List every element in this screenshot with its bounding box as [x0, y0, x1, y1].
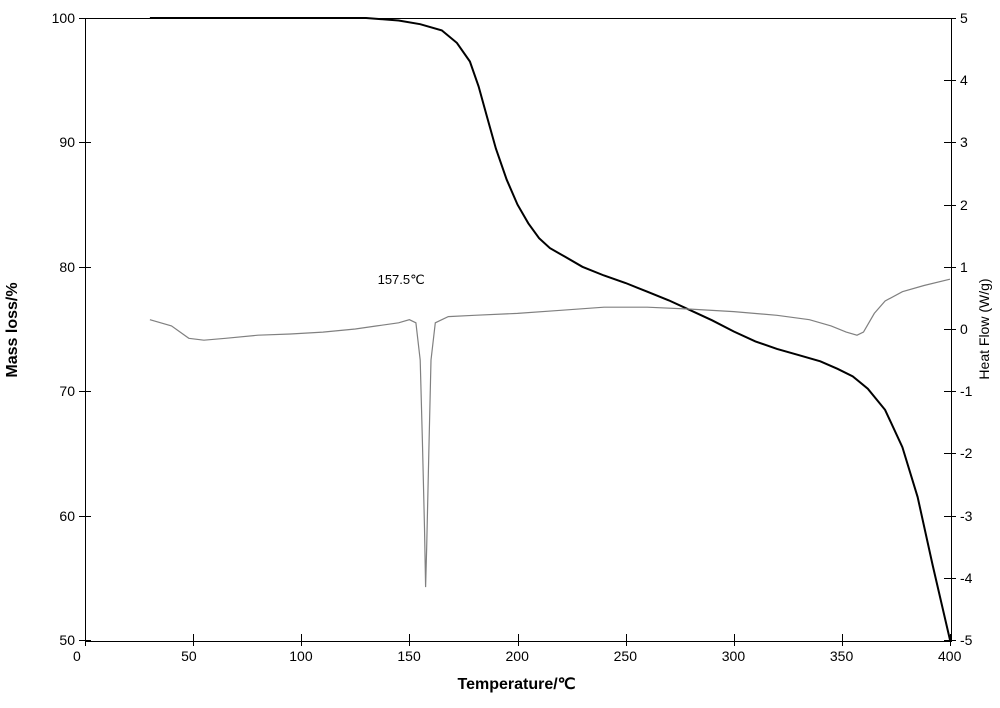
- y-right-tick-label: 2: [960, 197, 968, 213]
- y-left-tick-inner: [85, 142, 91, 143]
- y-right-tick-inner: [944, 80, 950, 81]
- y-right-tick: [950, 578, 956, 579]
- y-right-tick-label: 0: [960, 321, 968, 337]
- x-tick-label: 150: [397, 648, 420, 664]
- y-right-axis-label: Heat Flow (W/g): [976, 269, 992, 389]
- y-right-tick-inner: [944, 267, 950, 268]
- x-axis-label: Temperature/℃: [458, 674, 576, 694]
- x-tick-inner: [842, 634, 843, 640]
- x-tick-label: 300: [722, 648, 745, 664]
- y-right-tick: [950, 516, 956, 517]
- x-tick: [301, 640, 302, 646]
- y-left-tick-inner: [85, 516, 91, 517]
- x-tick-inner: [518, 634, 519, 640]
- chart-container: Temperature/℃ Mass loss/% Heat Flow (W/g…: [0, 0, 1000, 708]
- y-right-tick-label: -5: [960, 632, 972, 648]
- x-tick-label: 350: [830, 648, 853, 664]
- y-left-axis-label: Mass loss/%: [4, 280, 22, 380]
- y-right-tick: [950, 391, 956, 392]
- y-right-tick-inner: [944, 453, 950, 454]
- x-tick-label: 100: [289, 648, 312, 664]
- peak-annotation: 157.5℃: [378, 272, 425, 288]
- x-tick-inner: [626, 634, 627, 640]
- y-right-tick: [950, 205, 956, 206]
- x-tick: [734, 640, 735, 646]
- y-right-tick-inner: [944, 142, 950, 143]
- y-right-tick-inner: [944, 18, 950, 19]
- y-right-tick-label: 5: [960, 10, 968, 26]
- y-right-tick: [950, 18, 956, 19]
- y-right-tick: [950, 267, 956, 268]
- y-right-tick-label: 4: [960, 72, 968, 88]
- x-tick-inner: [409, 634, 410, 640]
- y-right-tick-label: -4: [960, 570, 972, 586]
- x-tick-inner: [193, 634, 194, 640]
- y-right-tick: [950, 142, 956, 143]
- y-right-tick-label: -1: [960, 383, 972, 399]
- x-tick: [409, 640, 410, 646]
- y-right-tick: [950, 80, 956, 81]
- y-right-tick-inner: [944, 391, 950, 392]
- x-tick-label: 200: [506, 648, 529, 664]
- y-left-tick-inner: [85, 267, 91, 268]
- chart-svg: [0, 0, 1000, 708]
- y-left-tick-inner: [85, 18, 91, 19]
- y-right-tick-inner: [944, 578, 950, 579]
- y-right-tick-label: 3: [960, 134, 968, 150]
- series-mass-loss: [150, 18, 950, 640]
- y-left-tick-label: 100: [52, 10, 75, 26]
- y-left-tick-inner: [85, 391, 91, 392]
- y-right-tick-label: -2: [960, 445, 972, 461]
- y-right-tick-inner: [944, 329, 950, 330]
- y-left-tick-label: 80: [59, 259, 75, 275]
- y-right-tick: [950, 329, 956, 330]
- x-tick-inner: [734, 634, 735, 640]
- series-heat-flow: [150, 279, 950, 587]
- x-tick-label: 0: [73, 648, 81, 664]
- y-left-tick-label: 90: [59, 134, 75, 150]
- y-right-tick-label: -3: [960, 508, 972, 524]
- y-right-tick-inner: [944, 640, 950, 641]
- y-left-tick-inner: [85, 640, 91, 641]
- x-tick: [518, 640, 519, 646]
- x-tick: [193, 640, 194, 646]
- y-left-tick-label: 70: [59, 383, 75, 399]
- y-right-tick: [950, 453, 956, 454]
- y-right-tick: [950, 640, 956, 641]
- y-left-tick-label: 60: [59, 508, 75, 524]
- x-tick-label: 50: [181, 648, 197, 664]
- y-left-tick-label: 50: [59, 632, 75, 648]
- y-right-tick-inner: [944, 205, 950, 206]
- x-tick: [842, 640, 843, 646]
- x-tick-inner: [301, 634, 302, 640]
- y-right-tick-inner: [944, 516, 950, 517]
- x-tick: [626, 640, 627, 646]
- x-tick-label: 400: [938, 648, 961, 664]
- y-right-tick-label: 1: [960, 259, 968, 275]
- x-tick-label: 250: [614, 648, 637, 664]
